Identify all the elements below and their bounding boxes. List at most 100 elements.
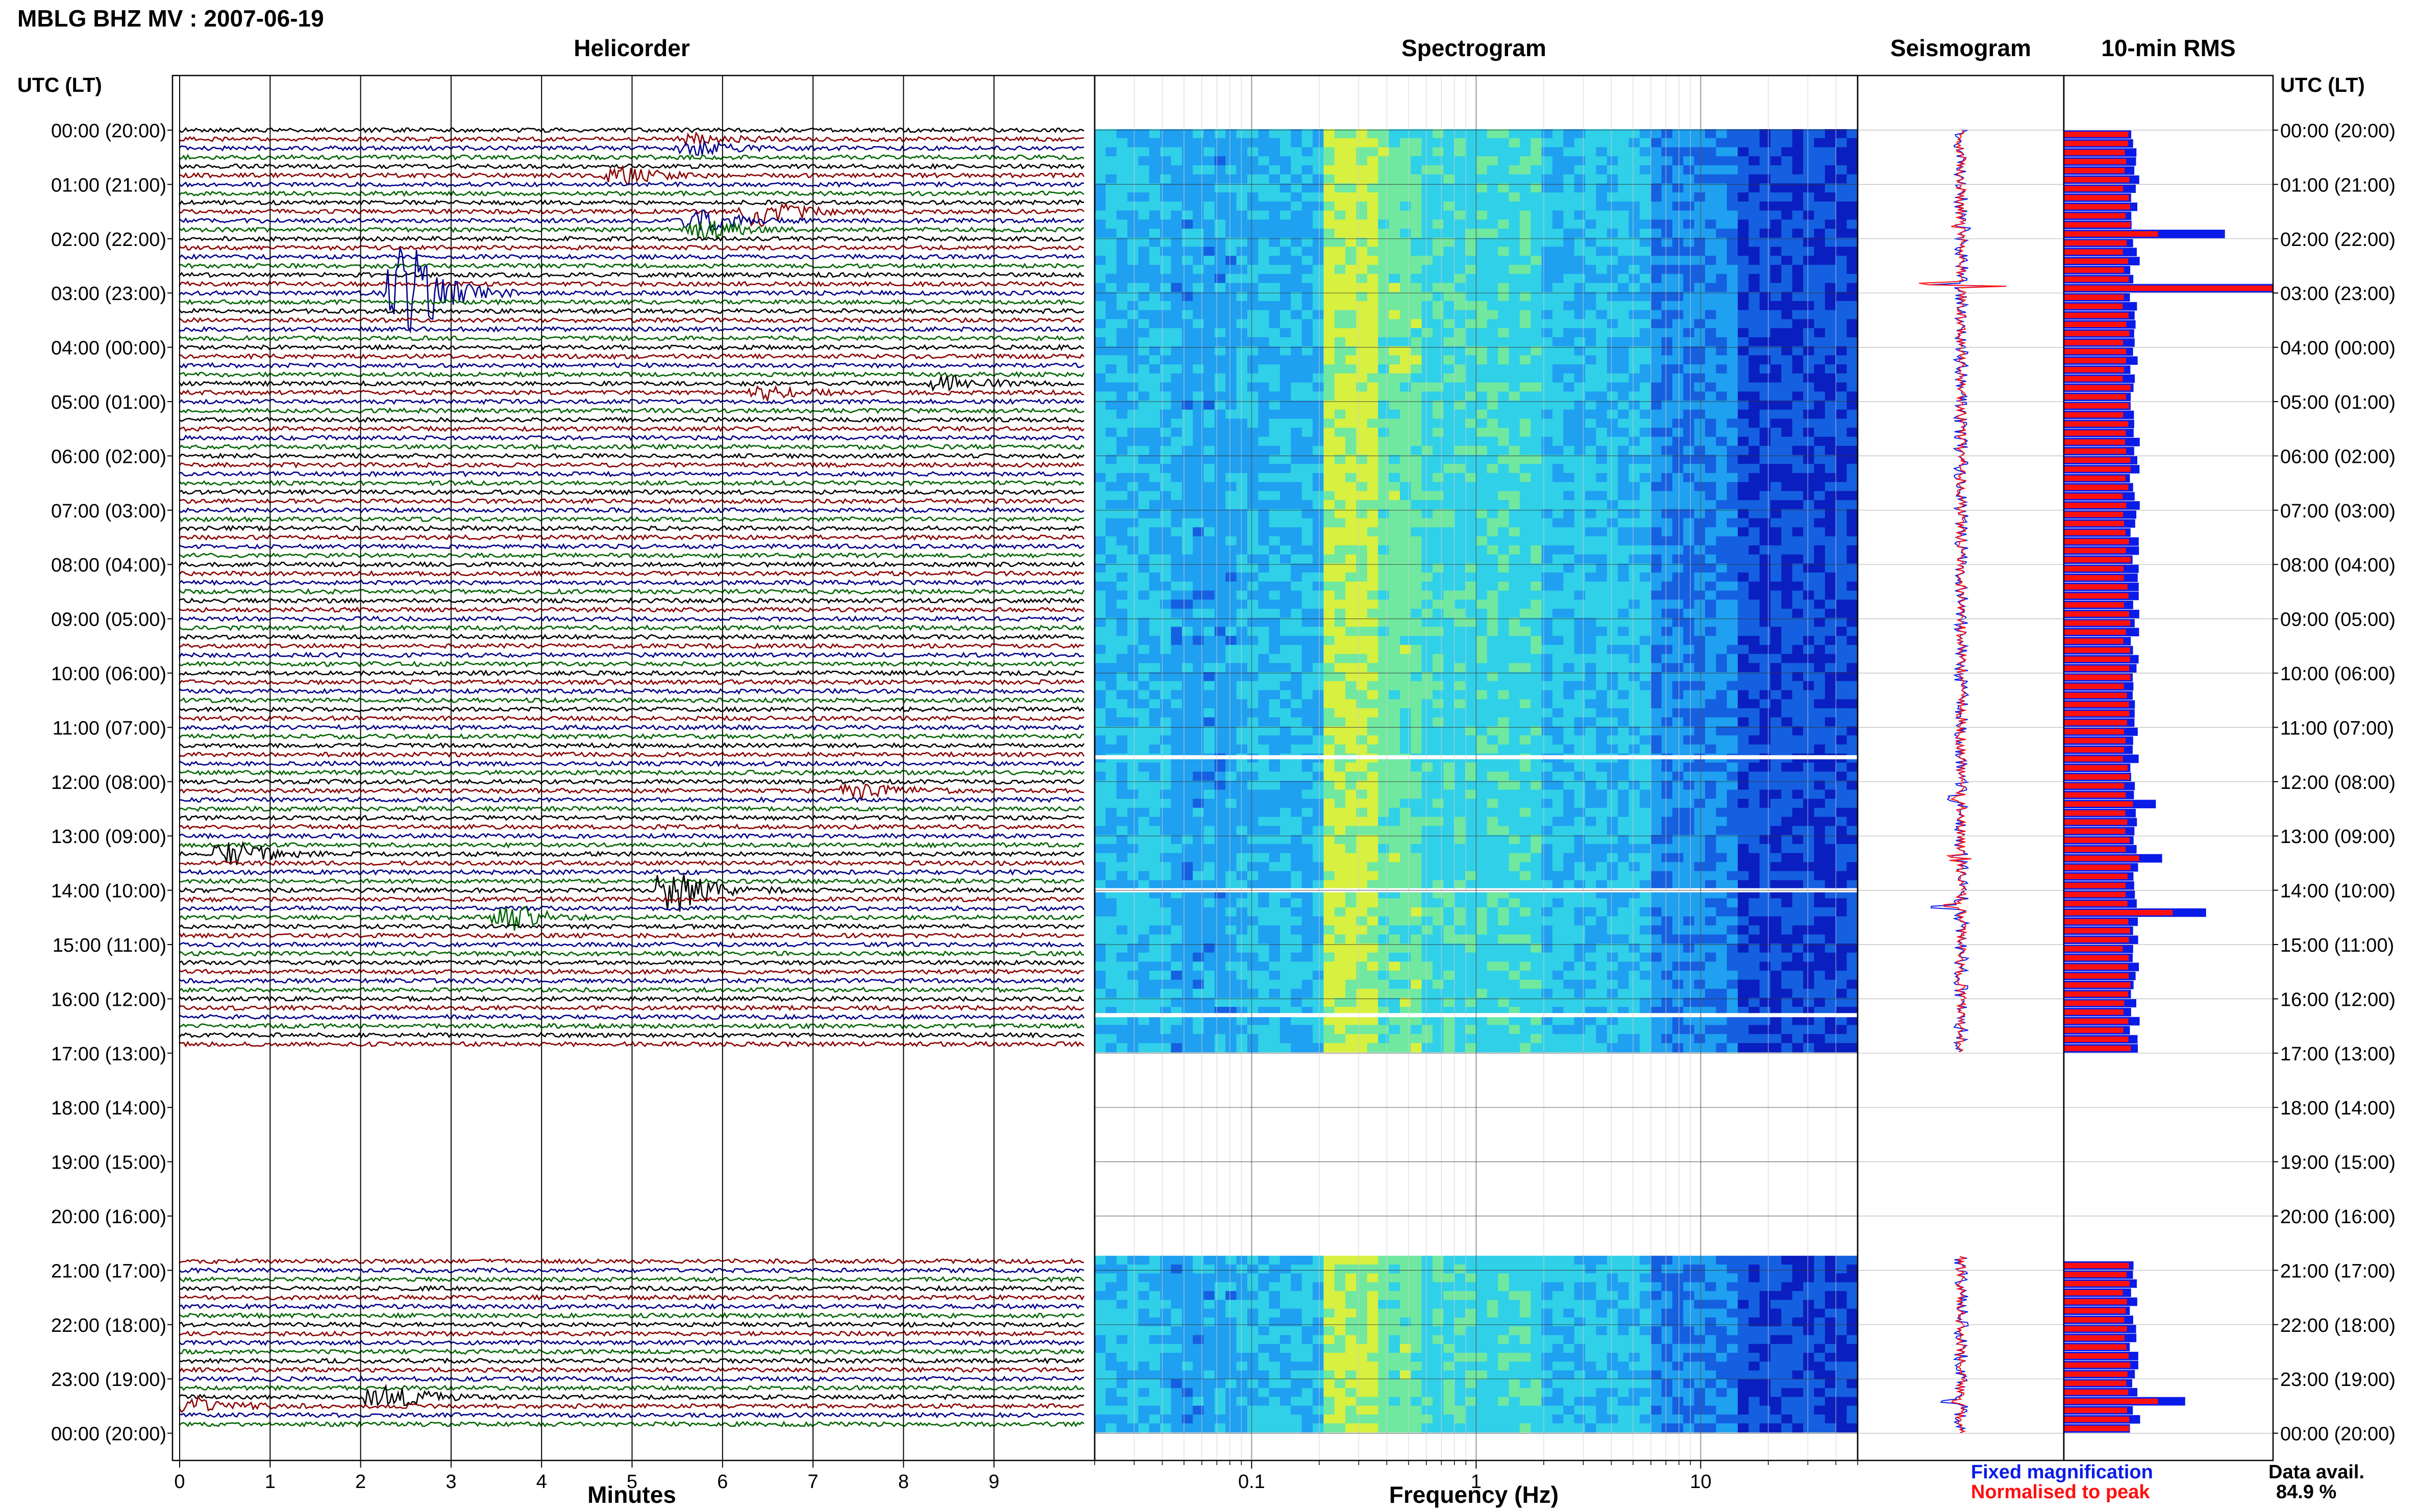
time-label-left: 19:00 (15:00) [51, 1152, 166, 1174]
helicorder-trace [179, 706, 1085, 713]
rms-bar-normalised [2064, 385, 2131, 391]
time-label-right: 22:00 (18:00) [2280, 1315, 2396, 1336]
helicorder-trace [179, 1267, 1084, 1274]
rms-bar-normalised [2064, 1000, 2125, 1006]
rms-bar-normalised [2064, 167, 2125, 173]
helicorder-trace [179, 986, 1084, 993]
time-label-right: 06:00 (02:00) [2280, 446, 2396, 467]
legend-normalised-to-peak: Normalised to peak [1971, 1481, 2150, 1503]
time-label-left: 07:00 (03:00) [51, 501, 166, 522]
helicorder-trace [179, 1276, 1084, 1283]
rms-bar-normalised [2064, 973, 2129, 979]
helicorder-trace [179, 308, 1084, 315]
rms-bar-normalised [2064, 1317, 2125, 1323]
helicorder-trace [179, 823, 1084, 831]
rms-bar-normalised [2064, 910, 2173, 915]
helicorder-trace [179, 220, 1084, 241]
rms-bar-normalised [2064, 1344, 2127, 1350]
rms-bar-normalised [2064, 484, 2129, 490]
helicorder-trace [179, 1339, 1084, 1346]
rms-title: 10-min RMS [2101, 35, 2235, 61]
helicorder-trace [179, 860, 1085, 866]
hour-grid [1095, 130, 2273, 1434]
helicorder-trace [179, 906, 1084, 931]
helicorder-trace [179, 1384, 1084, 1392]
helicorder-trace [179, 525, 1084, 532]
rms-bar-normalised [2064, 792, 2126, 798]
rms-bar-normalised [2064, 611, 2129, 617]
helicorder-trace [179, 1411, 1084, 1419]
helicorder-trace [179, 805, 1084, 812]
rms-bar-normalised [2064, 964, 2128, 970]
helicorder-trace [179, 262, 1084, 269]
helicorder-trace [179, 271, 1084, 279]
helicorder-trace [179, 905, 1085, 912]
helicorder-trace [179, 1420, 1084, 1428]
rms-bar-normalised [2064, 819, 2128, 825]
rms-bar-normalised [2064, 276, 2129, 282]
rms-bar-normalised [2064, 982, 2131, 988]
rms-bar-normalised [2064, 412, 2124, 418]
helicorder-trace [179, 247, 1084, 334]
helicorder-trace [179, 633, 1084, 641]
data-availability-value: 84.9 % [2276, 1481, 2336, 1503]
time-label-right: 02:00 (22:00) [2280, 229, 2396, 251]
rms-bar-normalised [2064, 222, 2131, 228]
seismogram-fixed-trace [1940, 1256, 1969, 1433]
helicorder-trace [179, 425, 1084, 433]
helicorder-trace [179, 154, 1084, 161]
time-label-right: 00:00 (20:00) [2280, 1424, 2396, 1445]
rms-bar-normalised [2064, 656, 2130, 662]
helicorder-trace [179, 931, 1084, 939]
time-label-right: 12:00 (08:00) [2280, 772, 2396, 794]
helicorder-trace [179, 1383, 1084, 1407]
time-label-left: 08:00 (04:00) [51, 555, 166, 576]
helicorder-trace [179, 253, 1084, 260]
rms-bar-normalised [2064, 729, 2125, 735]
helicorder-trace [179, 280, 1084, 288]
rms-bar-normalised [2064, 955, 2129, 961]
rms-bar-normalised [2064, 150, 2125, 156]
rms-bar-normalised [2064, 475, 2126, 481]
rms-bar-normalised [2064, 692, 2127, 699]
rms-bar-normalised [2064, 1417, 2130, 1422]
helicorder-trace [179, 840, 1084, 865]
seismogram-title: Seismogram [1890, 35, 2031, 61]
rms-bar-normalised [2064, 312, 2129, 318]
time-label-right: 03:00 (23:00) [2280, 283, 2396, 305]
utc-label-right: UTC (LT) [2280, 74, 2365, 96]
rms-bar-normalised [2064, 837, 2130, 843]
helicorder-trace [179, 190, 1084, 197]
rms-bar-normalised [2064, 1262, 2129, 1269]
time-label-left: 05:00 (01:00) [51, 392, 166, 413]
helicorder-trace [179, 869, 1084, 876]
time-label-left: 06:00 (02:00) [51, 446, 166, 467]
helicorder-trace [179, 660, 1084, 667]
time-label-right: 01:00 (21:00) [2280, 175, 2396, 196]
time-label-left: 15:00 (11:00) [53, 935, 166, 956]
rms-bar-normalised [2064, 1380, 2127, 1386]
helicorder-trace [179, 651, 1084, 660]
rms-bar-normalised [2064, 710, 2130, 716]
frequency-axis-label: Frequency (Hz) [1389, 1481, 1559, 1508]
helicorder-trace [179, 1312, 1084, 1320]
time-label-right: 08:00 (04:00) [2280, 555, 2396, 576]
rms-bar-normalised [2064, 1308, 2126, 1313]
rms-panel [2064, 130, 2273, 1433]
rms-bar-normalised [2064, 1398, 2158, 1404]
helicorder-trace [179, 162, 1085, 170]
helicorder-trace [179, 760, 1084, 767]
helicorder-trace [179, 543, 1084, 550]
helicorder-trace [179, 687, 1084, 695]
helicorder-trace [179, 923, 1084, 930]
rms-bar-normalised [2064, 874, 2128, 879]
rms-bar-normalised [2064, 503, 2127, 508]
time-label-left: 00:00 (20:00) [51, 120, 166, 142]
time-label-left: 09:00 (05:00) [51, 609, 166, 631]
time-label-right: 10:00 (06:00) [2280, 663, 2396, 685]
rms-bar-normalised [2064, 756, 2123, 762]
time-label-left: 04:00 (00:00) [51, 338, 166, 359]
rms-bar-normalised [2064, 846, 2126, 852]
helicorder-trace [179, 199, 1084, 207]
